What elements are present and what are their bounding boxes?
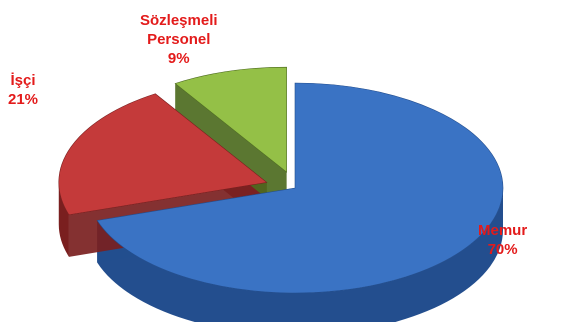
pie-slice-i-i xyxy=(58,93,268,216)
slice-label-sozlesmeli-name-1: Sözleşmeli xyxy=(140,12,218,29)
slice-label-isci: İşçi 21% xyxy=(8,71,38,109)
pie-slice-s-zle-meli-personel xyxy=(174,66,287,173)
slice-label-memur-value: 70% xyxy=(487,241,518,258)
slice-label-memur: Memur 70% xyxy=(478,221,527,259)
slice-label-isci-value: 21% xyxy=(8,91,39,108)
slice-label-sozlesmeli-value: 9% xyxy=(167,50,190,67)
pie-slice-memur xyxy=(96,82,504,294)
slice-label-memur-name: Memur xyxy=(478,222,528,239)
slice-label-sozlesmeli: Sözleşmeli Personel 9% xyxy=(140,11,218,68)
pie-slice-wall-memur xyxy=(97,188,503,322)
slice-label-isci-name: İşçi xyxy=(10,72,36,89)
slice-label-sozlesmeli-name-2: Personel xyxy=(147,31,211,48)
pie-slice-wall-i-i xyxy=(58,182,69,257)
